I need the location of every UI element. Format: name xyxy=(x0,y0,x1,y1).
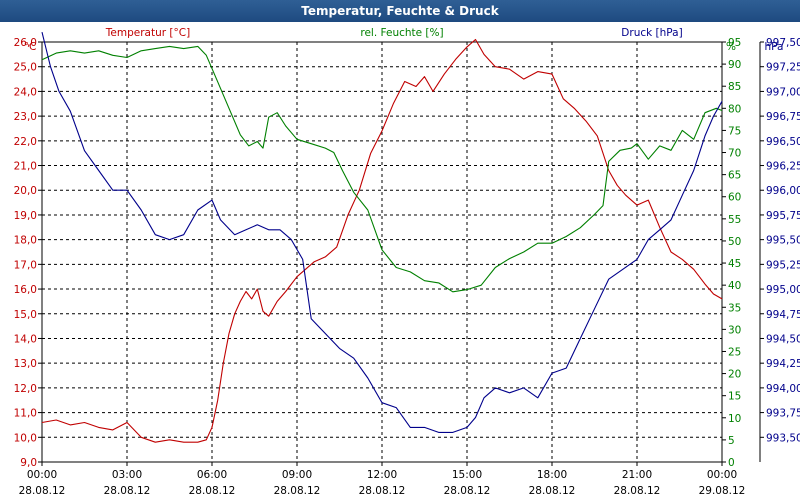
x-tick-date: 28.08.12 xyxy=(529,485,576,497)
pressure-tick-label: 995,25 xyxy=(766,259,800,271)
humidity-axis-label: rel. Feuchte [%] xyxy=(360,27,443,39)
pressure-tick-label: 994,00 xyxy=(766,383,800,395)
pressure-tick-label: 993,75 xyxy=(766,408,800,420)
humidity-tick-label: 45 xyxy=(728,258,741,270)
x-tick-time: 21:00 xyxy=(622,469,652,481)
temperature-unit-label: °C xyxy=(24,41,37,53)
temperature-series-line xyxy=(41,38,723,443)
pressure-tick-label: 994,75 xyxy=(766,309,800,321)
x-tick-date: 28.08.12 xyxy=(614,485,661,497)
temperature-tick-label: 19,0 xyxy=(14,210,37,222)
x-tick-time: 03:00 xyxy=(112,469,142,481)
x-tick-date: 28.08.12 xyxy=(189,485,236,497)
weather-chart: 26,0 25,0 24,0 23,0 22,0 21,0 20,0 19,0 18,0 17,0… xyxy=(14,27,800,497)
temperature-tick-label: 18,0 xyxy=(14,235,37,247)
window-title: Temperatur, Feuchte & Druck xyxy=(0,0,800,22)
humidity-tick-label: 80 xyxy=(728,103,741,115)
humidity-tick-label: 90 xyxy=(728,59,741,71)
grid-lines xyxy=(38,41,764,466)
humidity-tick-label: 25 xyxy=(728,346,741,358)
x-tick-date: 28.08.12 xyxy=(359,485,406,497)
humidity-tick-label: 15 xyxy=(728,391,741,403)
pressure-axis-label: Druck [hPa] xyxy=(621,27,682,39)
x-tick-time: 00:00 xyxy=(27,469,57,481)
temperature-tick-label: 9,0 xyxy=(20,457,37,469)
temperature-tick-label: 15,0 xyxy=(14,309,37,321)
humidity-unit-label: % xyxy=(726,41,736,53)
humidity-tick-label: 50 xyxy=(728,236,741,248)
temperature-tick-label: 13,0 xyxy=(14,358,37,370)
humidity-tick-label: 35 xyxy=(728,302,741,314)
humidity-tick-label: 70 xyxy=(728,148,741,160)
pressure-unit-label: hPa xyxy=(765,41,784,53)
temperature-tick-label: 25,0 xyxy=(14,62,37,74)
temperature-axis-label: Temperatur [°C] xyxy=(105,27,190,39)
temperature-tick-label: 14,0 xyxy=(14,333,37,345)
temperature-tick-label: 12,0 xyxy=(14,383,37,395)
pressure-tick-label: 997,50 xyxy=(766,37,800,49)
humidity-tick-label: 30 xyxy=(728,324,741,336)
humidity-tick-label: 60 xyxy=(728,192,741,204)
humidity-tick-label: 55 xyxy=(728,214,741,226)
temperature-tick-label: 21,0 xyxy=(14,161,37,173)
temperature-tick-label: 17,0 xyxy=(14,259,37,271)
humidity-tick-label: 40 xyxy=(728,280,741,292)
pressure-tick-label: 997,00 xyxy=(766,86,800,98)
pressure-tick-label: 995,75 xyxy=(766,210,800,222)
temperature-tick-label: 20,0 xyxy=(14,185,37,197)
x-tick-time: 09:00 xyxy=(282,469,312,481)
x-tick-time: 15:00 xyxy=(452,469,482,481)
temperature-tick-label: 10,0 xyxy=(14,432,37,444)
temperature-tick-label: 26,0 xyxy=(14,37,37,49)
x-tick-time: 18:00 xyxy=(537,469,567,481)
temperature-tick-label: 11,0 xyxy=(14,408,37,420)
pressure-tick-label: 996,75 xyxy=(766,111,800,123)
x-tick-date: 29.08.12 xyxy=(699,485,746,497)
temperature-tick-label: 23,0 xyxy=(14,111,37,123)
humidity-tick-label: 85 xyxy=(728,81,741,93)
x-tick-time: 00:00 xyxy=(707,469,737,481)
pressure-tick-label: 996,00 xyxy=(766,185,800,197)
pressure-tick-label: 995,00 xyxy=(766,284,800,296)
x-tick-time: 12:00 xyxy=(367,469,397,481)
pressure-tick-label: 996,50 xyxy=(766,136,800,148)
humidity-tick-label: 95 xyxy=(728,37,741,49)
pressure-tick-label: 997,25 xyxy=(766,62,800,74)
humidity-tick-label: 75 xyxy=(728,125,741,137)
pressure-tick-label: 994,25 xyxy=(766,358,800,370)
humidity-tick-label: 10 xyxy=(728,413,741,425)
humidity-series-line xyxy=(41,45,723,293)
pressure-tick-label: 996,25 xyxy=(766,161,800,173)
x-tick-date: 28.08.12 xyxy=(444,485,491,497)
x-tick-time: 06:00 xyxy=(197,469,227,481)
humidity-tick-label: 65 xyxy=(728,170,741,182)
chart-marks: 26,0 25,0 24,0 23,0 22,0 21,0 20,0 19,0 18,0 17,0… xyxy=(14,31,800,497)
pressure-tick-label: 994,50 xyxy=(766,333,800,345)
temperature-tick-label: 22,0 xyxy=(14,136,37,148)
pressure-series-line xyxy=(41,31,723,433)
x-tick-date: 28.08.12 xyxy=(104,485,151,497)
humidity-tick-label: 0 xyxy=(728,457,735,469)
x-tick-date: 28.08.12 xyxy=(274,485,321,497)
x-tick-date: 28.08.12 xyxy=(19,485,66,497)
pressure-tick-label: 993,50 xyxy=(766,432,800,444)
temperature-tick-label: 16,0 xyxy=(14,284,37,296)
pressure-tick-label: 995,50 xyxy=(766,235,800,247)
temperature-tick-label: 24,0 xyxy=(14,86,37,98)
humidity-tick-label: 20 xyxy=(728,369,741,381)
humidity-tick-label: 5 xyxy=(728,435,735,447)
